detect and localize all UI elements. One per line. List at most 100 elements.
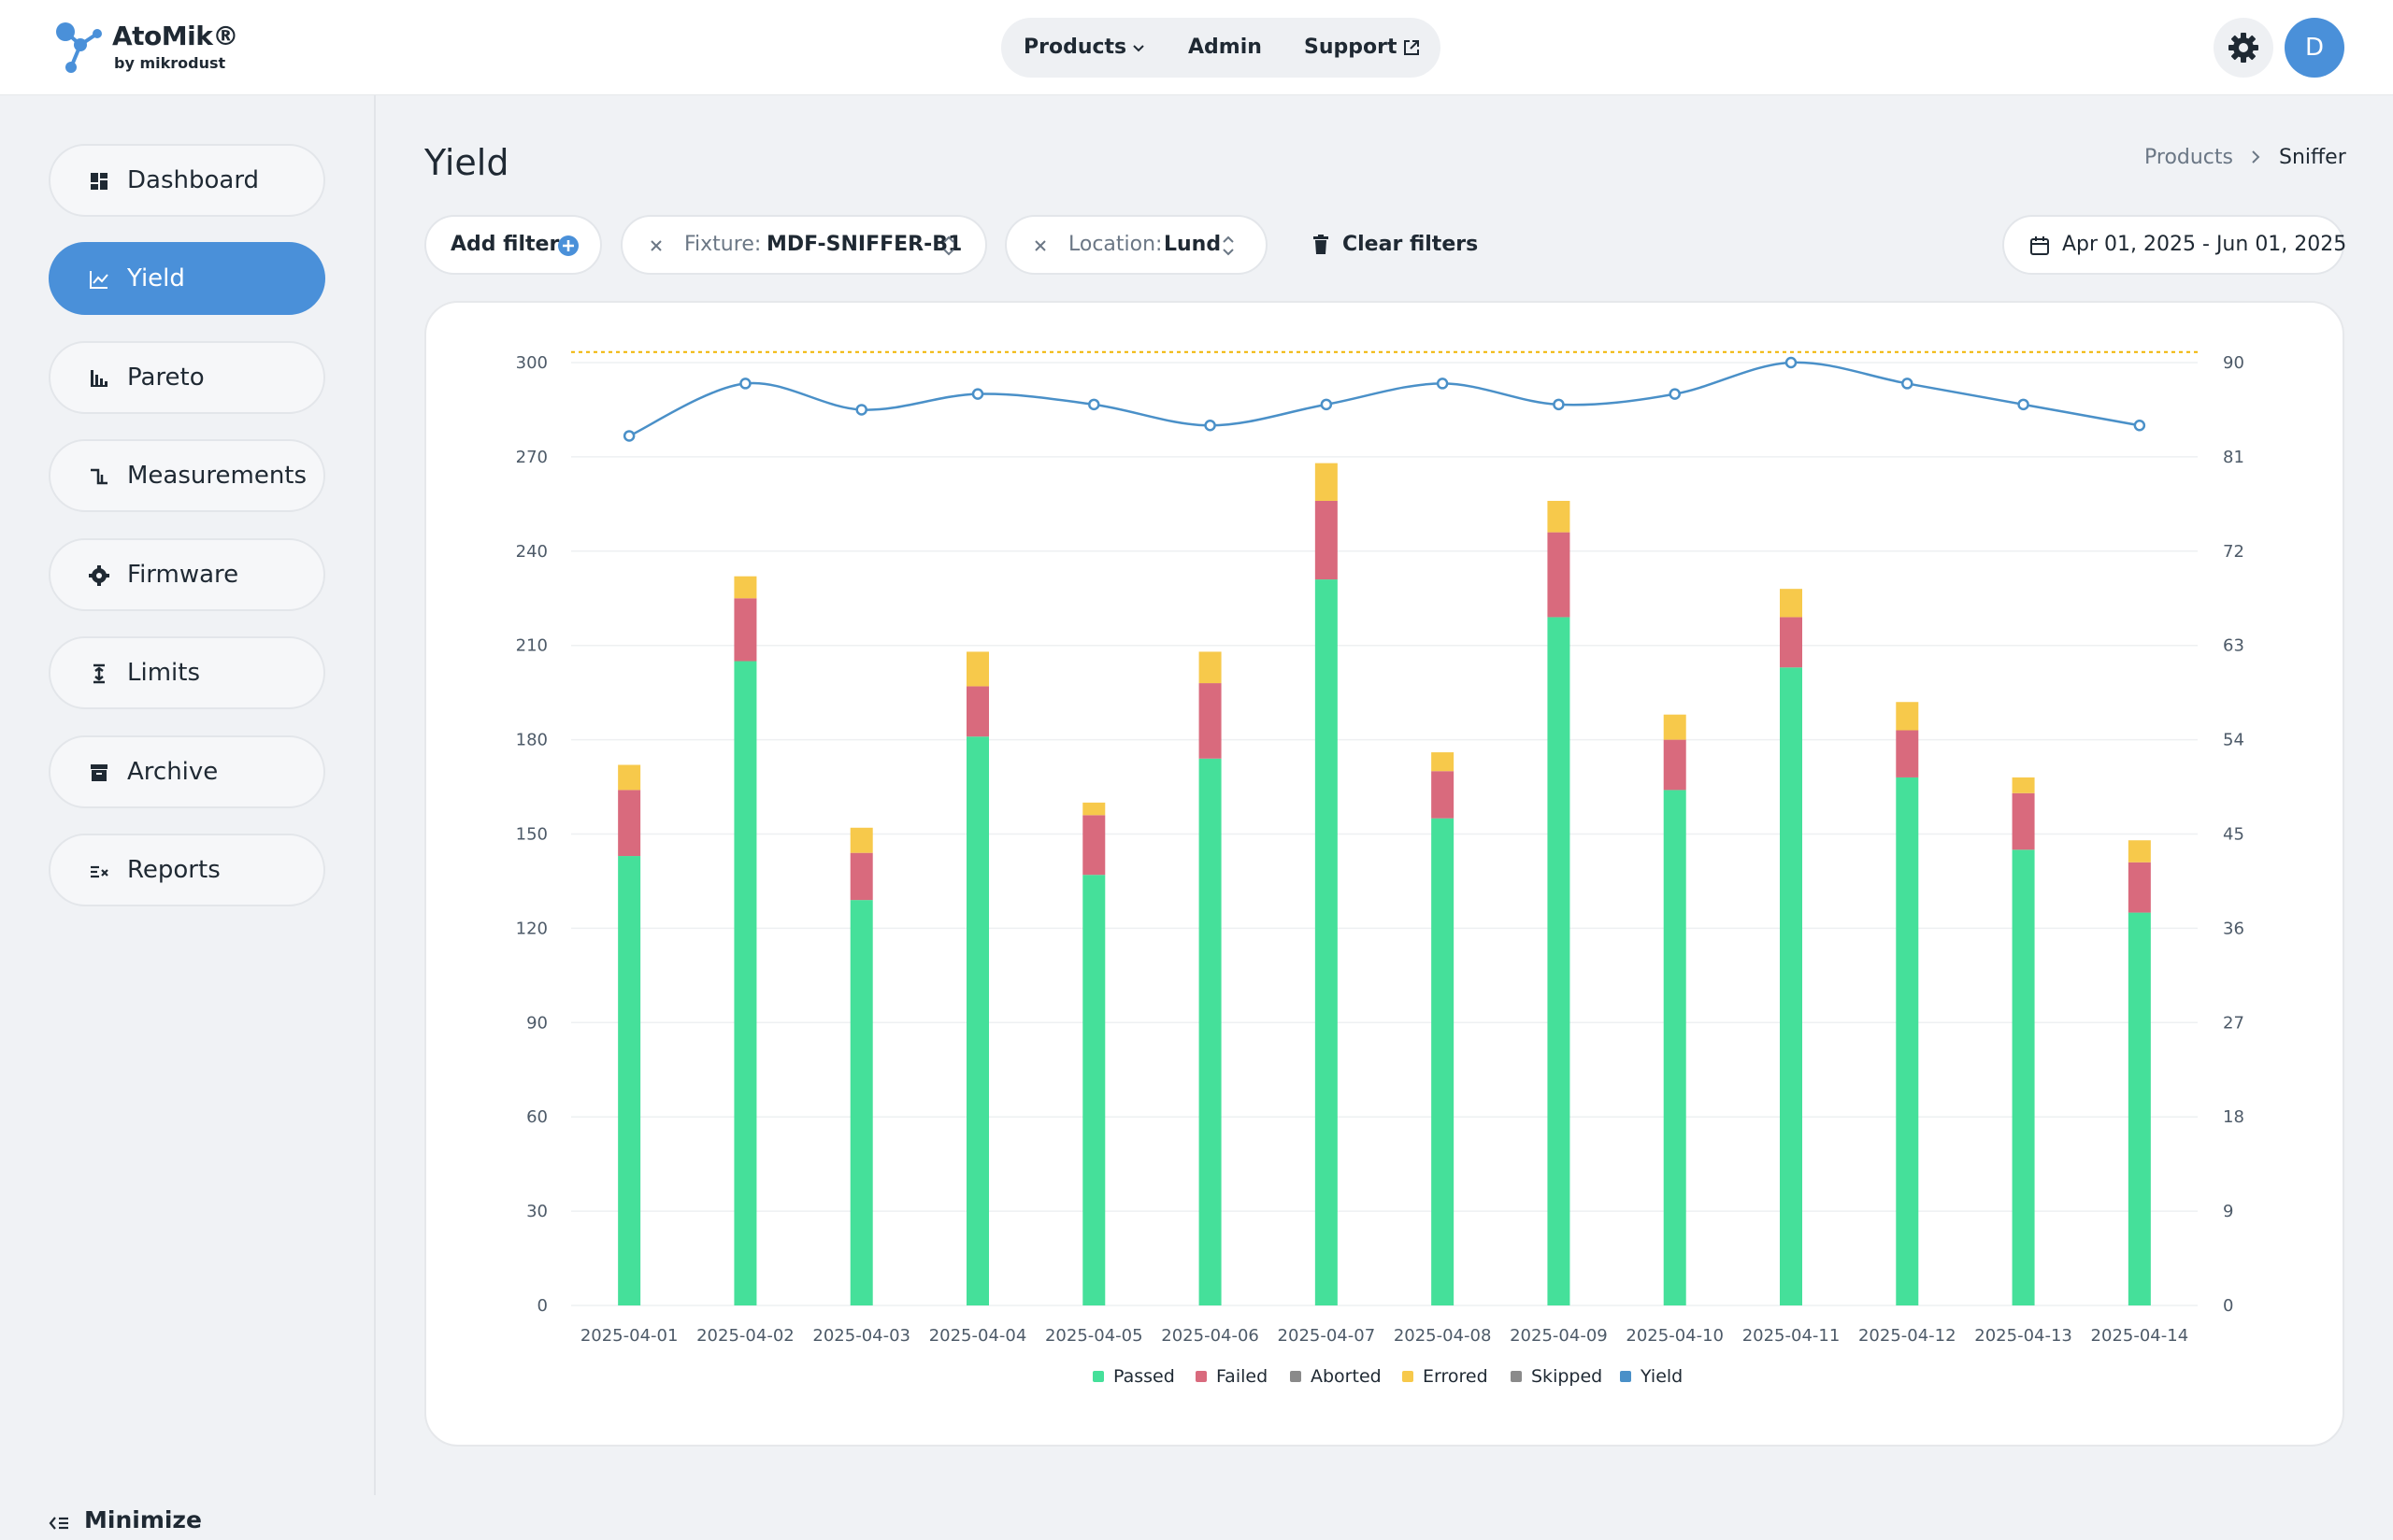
yield-point	[1669, 388, 1681, 400]
sort-updown-icon	[943, 235, 954, 256]
x-tick-label: 2025-04-06	[1161, 1326, 1259, 1346]
y-right-tick-label: 81	[2223, 448, 2244, 467]
collapse-icon	[49, 1517, 68, 1530]
y-left-tick-label: 240	[516, 542, 548, 562]
date-range-picker[interactable]: Apr 01, 2025 - Jun 01, 2025	[2002, 215, 2347, 275]
y-left-tick-label: 30	[526, 1202, 548, 1221]
archive-icon	[91, 764, 107, 781]
sidebar-item-yield[interactable]: Yield	[49, 242, 325, 315]
sidebar-item-firmware[interactable]: Firmware	[49, 538, 325, 611]
y-right-tick-label: 9	[2223, 1202, 2233, 1221]
y-left-tick-label: 210	[516, 636, 548, 656]
sidebar-item-label: Reports	[127, 856, 221, 884]
bar-failed	[1431, 771, 1454, 819]
x-tick-label: 2025-04-04	[929, 1326, 1027, 1346]
sidebar-item-dashboard[interactable]: Dashboard	[49, 144, 325, 217]
yield-point	[1553, 398, 1565, 411]
y-right-tick-label: 36	[2223, 919, 2244, 938]
user-avatar[interactable]: D	[2285, 18, 2344, 78]
sidebar-item-pareto[interactable]: Pareto	[49, 341, 325, 414]
close-icon[interactable]	[649, 238, 664, 253]
top-navigation: Products Admin Support	[1001, 18, 1440, 78]
sidebar-item-label: Limits	[127, 659, 200, 687]
gear-icon	[2228, 33, 2258, 63]
nav-support[interactable]: Support	[1304, 18, 1421, 78]
filter-chip-fixture[interactable]: Fixture: MDF-SNIFFER-B1	[621, 215, 987, 275]
settings-button[interactable]	[2214, 18, 2273, 78]
top-header: AtoMik® by mikrodust Products Admin Supp…	[0, 0, 2393, 95]
filter-key: Location:	[1068, 233, 1163, 256]
sidebar-item-measurements[interactable]: Measurements	[49, 439, 325, 512]
nav-admin[interactable]: Admin	[1188, 18, 1262, 78]
sidebar-item-label: Measurements	[127, 462, 308, 490]
calendar-icon	[2030, 236, 2049, 255]
yield-point	[623, 430, 636, 442]
date-range-value: Apr 01, 2025 - Jun 01, 2025	[2062, 233, 2347, 256]
bar-errored	[1314, 463, 1338, 501]
bar-passed	[967, 736, 989, 1305]
legend-label: Aborted	[1311, 1366, 1382, 1387]
sidebar-item-label: Firmware	[127, 561, 239, 589]
bar-errored	[1431, 752, 1454, 772]
x-tick-label: 2025-04-11	[1742, 1326, 1841, 1346]
brand-subtitle: by mikrodust	[114, 54, 226, 72]
bar-failed	[1896, 730, 1919, 777]
clear-filters-label: Clear filters	[1342, 233, 1479, 256]
chart-legend: Passed Failed Aborted Errored Skipped Yield	[1093, 1366, 1683, 1387]
y-right-tick-label: 27	[2223, 1013, 2244, 1033]
sidebar-item-label: Dashboard	[127, 166, 260, 194]
filter-value: Lund	[1164, 233, 1222, 256]
bar-failed	[967, 686, 989, 737]
yield-point	[855, 404, 867, 416]
legend-label: Passed	[1113, 1366, 1175, 1387]
bar-errored	[734, 576, 757, 599]
x-tick-label: 2025-04-05	[1045, 1326, 1143, 1346]
close-icon[interactable]	[1033, 238, 1048, 253]
x-tick-label: 2025-04-14	[2091, 1326, 2189, 1346]
legend-swatch	[1620, 1371, 1631, 1382]
nav-products-label: Products	[1024, 36, 1127, 59]
atom-logo-icon	[56, 22, 102, 73]
brand-logo[interactable]: AtoMik® by mikrodust	[54, 21, 238, 75]
chevron-right-icon	[2249, 148, 2262, 172]
legend-swatch	[1402, 1371, 1413, 1382]
legend-swatch	[1290, 1371, 1301, 1382]
chart-gridlines	[571, 350, 2198, 1306]
bar-passed	[1896, 777, 1919, 1305]
add-filter-button[interactable]: Add filter	[424, 215, 602, 275]
sidebar-item-limits[interactable]: Limits	[49, 636, 325, 709]
bar-errored	[1082, 802, 1106, 816]
bar-failed	[1780, 617, 1802, 668]
y-right-tick-label: 18	[2223, 1107, 2244, 1127]
nav-products[interactable]: Products	[1024, 18, 1145, 78]
yield-point	[2133, 420, 2146, 432]
y-left-tick-label: 150	[516, 825, 548, 845]
yield-line	[628, 361, 2141, 437]
bar-errored	[1663, 714, 1686, 740]
bar-failed	[618, 790, 641, 857]
yield-point	[1436, 378, 1449, 390]
line-chart-icon	[90, 271, 108, 289]
sidebar-item-archive[interactable]: Archive	[49, 735, 325, 808]
bar-failed	[1198, 683, 1222, 759]
add-filter-label: Add filter	[451, 233, 560, 256]
bar-errored	[2012, 777, 2035, 793]
x-tick-label: 2025-04-13	[1974, 1326, 2072, 1346]
bar-passed	[1547, 617, 1570, 1305]
bar-failed	[1547, 532, 1570, 618]
yield-point	[1901, 378, 1913, 390]
breadcrumb-products[interactable]: Products	[2144, 146, 2233, 169]
yield-chart[interactable]: 0 30 60 90 120 150 180 210 240 270 300 0 9 18 27 36 45 5…	[426, 303, 2346, 1448]
filter-chip-location[interactable]: Location: Lund	[1005, 215, 1268, 275]
brand-name: AtoMik®	[112, 21, 238, 51]
x-tick-label: 2025-04-03	[812, 1326, 910, 1346]
legend-label: Failed	[1216, 1366, 1268, 1387]
y-left-tick-label: 120	[516, 919, 548, 938]
bar-failed	[1314, 500, 1338, 580]
y-right-tick-label: 0	[2223, 1296, 2233, 1316]
bar-errored	[1896, 702, 1919, 731]
yield-point	[1204, 420, 1216, 432]
legend-swatch	[1093, 1371, 1104, 1382]
sidebar-item-reports[interactable]: Reports	[49, 834, 325, 906]
chart-y-right-ticks: 0 9 18 27 36 45 54 63 72 81 90	[2223, 353, 2244, 1316]
